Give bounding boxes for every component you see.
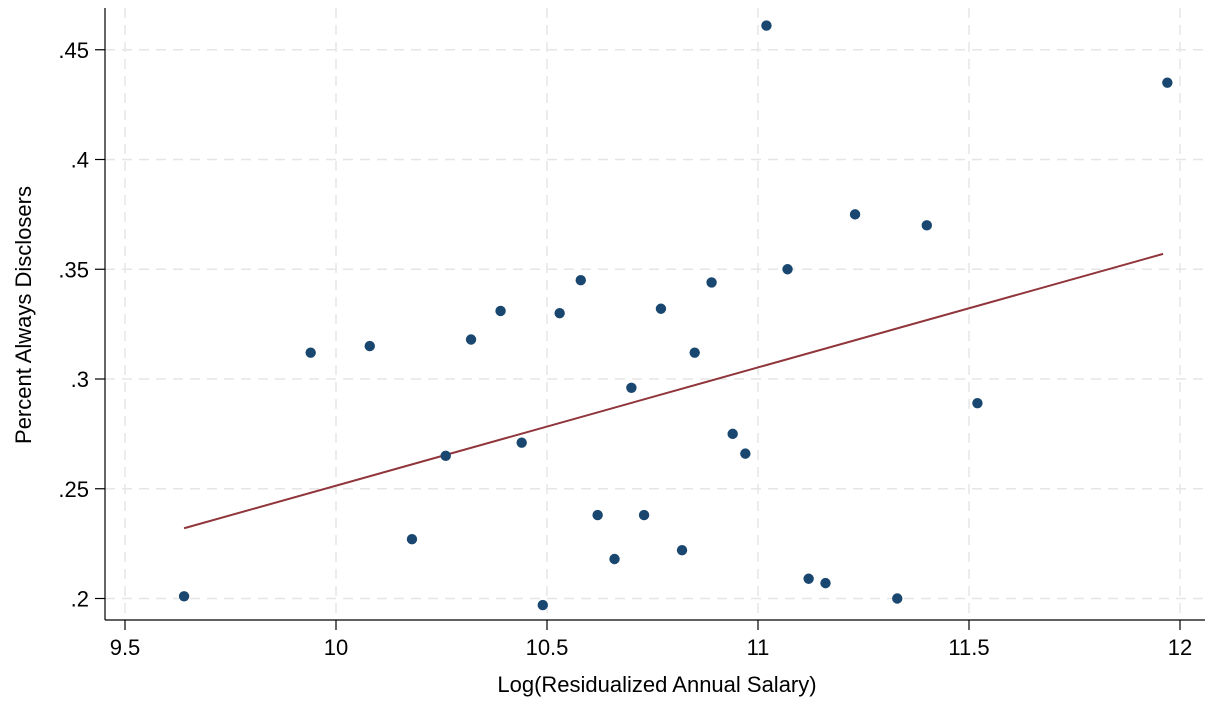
data-point (706, 277, 717, 288)
data-point (892, 593, 903, 604)
fit-line (183, 252, 1164, 530)
data-point (849, 209, 861, 220)
data-point (609, 553, 620, 565)
fit-line-layer (183, 252, 1164, 530)
data-point (740, 448, 751, 459)
axes (104, 8, 1205, 621)
y-tick-label: .4 (71, 148, 89, 173)
data-point (626, 382, 637, 393)
data-point (178, 591, 190, 602)
y-axis-label: Percent Always Disclosers (11, 186, 36, 444)
data-points (178, 20, 1173, 611)
data-point (1162, 77, 1173, 88)
data-point (689, 347, 700, 358)
x-tick-label: 11 (747, 635, 770, 660)
data-point (638, 509, 650, 521)
data-point (495, 305, 506, 317)
data-point (921, 220, 932, 231)
data-point (803, 573, 814, 584)
data-point (727, 428, 738, 440)
data-point (305, 347, 316, 358)
data-point (655, 303, 667, 314)
x-tick-label: 10 (324, 635, 348, 660)
data-point (465, 334, 477, 345)
y-tick-label: .3 (71, 367, 89, 392)
gridlines (105, 8, 1205, 620)
y-tick-label: .25 (58, 477, 89, 502)
data-point (972, 397, 983, 409)
data-point (820, 577, 831, 589)
data-point (406, 534, 418, 545)
data-point (592, 509, 603, 521)
data-point (782, 264, 793, 275)
data-point (761, 20, 772, 31)
ticks: 9.5 10 10.5 11 11.5 12 .2 .25 .3 .35 .4 .45 (58, 38, 1192, 660)
x-axis-label: Log(Residualized Annual Salary) (497, 672, 816, 697)
data-point (364, 340, 375, 352)
y-tick-label: .2 (71, 587, 89, 612)
x-tick-label: 10.5 (526, 635, 569, 660)
x-tick-label: 9.5 (110, 635, 141, 660)
data-point (676, 545, 688, 556)
x-tick-label: 12 (1168, 635, 1192, 660)
data-point (575, 275, 586, 286)
data-point (440, 450, 451, 462)
data-point (537, 599, 548, 611)
data-point (554, 307, 565, 319)
y-tick-label: .45 (58, 38, 89, 63)
x-tick-label: 11.5 (948, 635, 989, 660)
data-point (516, 437, 527, 448)
y-tick-label: .35 (58, 257, 89, 282)
